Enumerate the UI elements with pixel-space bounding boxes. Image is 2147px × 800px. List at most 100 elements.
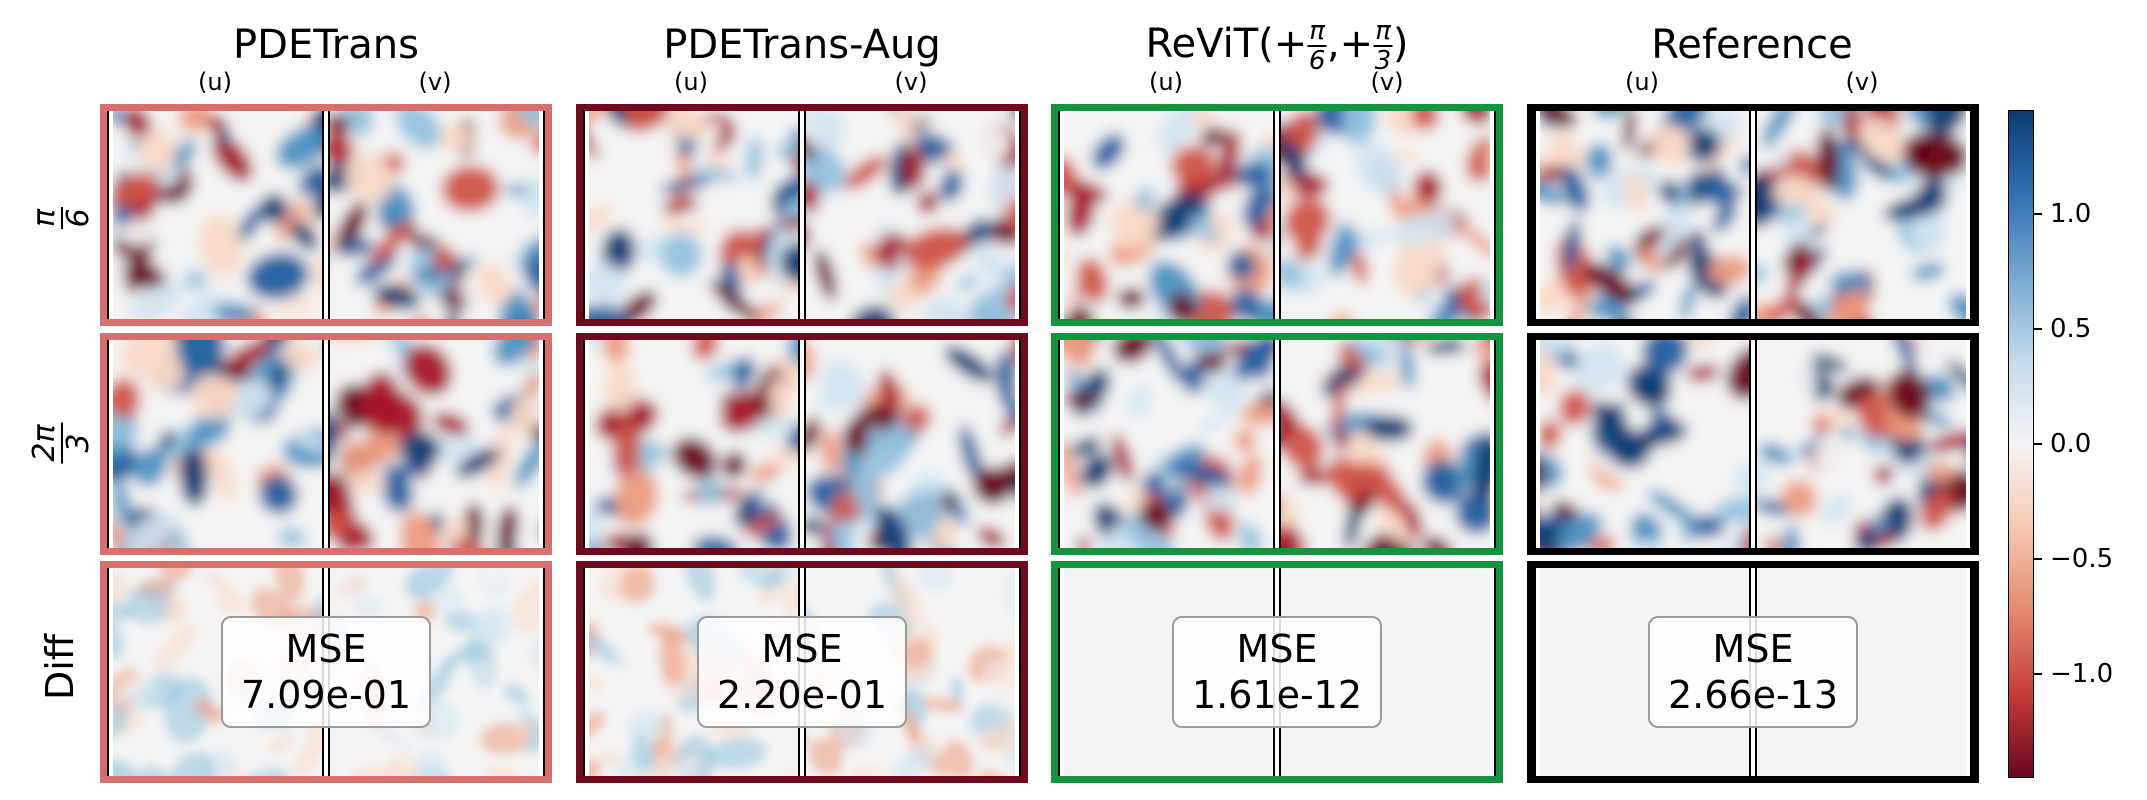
- field-panel-col2-row2: [576, 333, 1028, 555]
- row-label-2pi-over-3: 2π 3: [27, 422, 96, 464]
- panel-edge-right: [1490, 111, 1496, 319]
- field-panel-col1-row2: [100, 333, 552, 555]
- field-panel-col3-row1: [1051, 104, 1503, 326]
- mse-label: MSE: [1236, 627, 1318, 671]
- field-panel-col3-row2: [1051, 333, 1503, 555]
- uv-divider: [1273, 340, 1281, 548]
- panel-edge-left: [1058, 568, 1064, 776]
- panel-edge-right: [1015, 568, 1021, 776]
- field-panel-col4-row2: [1527, 333, 1979, 555]
- field-v-image: [326, 111, 545, 319]
- mse-box: MSE 7.09e-01: [221, 616, 431, 728]
- field-v-image: [1753, 340, 1972, 548]
- column-title-revit: ReViT(+ π 6 ,+ π 3): [1145, 16, 1409, 76]
- colorbar-tick: [2034, 673, 2042, 676]
- field-u-image: [107, 111, 326, 319]
- mse-label: MSE: [285, 627, 367, 671]
- panel-edge-right: [1490, 340, 1496, 548]
- field-u-image: [107, 340, 326, 548]
- panel-edge-left: [1534, 340, 1540, 548]
- mse-box: MSE 1.61e-12: [1172, 616, 1382, 728]
- panel-edge-left: [583, 340, 589, 548]
- panel-edge-right: [1966, 568, 1972, 776]
- uv-divider: [798, 340, 806, 548]
- colorbar-tick: [2034, 212, 2042, 215]
- panel-edge-left: [1058, 111, 1064, 319]
- panel-edge-left: [107, 568, 113, 776]
- field-panel-col4-row1: [1527, 104, 1979, 326]
- mse-box: MSE 2.20e-01: [697, 616, 907, 728]
- colorbar-tick-label: 0.0: [2050, 429, 2092, 459]
- mse-value: 2.20e-01: [716, 673, 888, 717]
- field-v-image: [326, 340, 545, 548]
- mse-value: 1.61e-12: [1191, 673, 1363, 717]
- panel-edge-left: [107, 340, 113, 548]
- u-label: (u): [1149, 68, 1183, 96]
- colorbar-tick: [2034, 558, 2042, 561]
- field-u-image: [1534, 111, 1753, 319]
- panel-edge-right: [1966, 111, 1972, 319]
- colorbar-tick: [2034, 327, 2042, 330]
- field-panel-col1-row3: MSE 7.09e-01: [100, 561, 552, 783]
- panel-edge-right: [539, 568, 545, 776]
- panel-edge-left: [1534, 568, 1540, 776]
- colorbar-tick-label: 0.5: [2050, 313, 2092, 344]
- field-u-image: [1058, 111, 1277, 319]
- mse-box: MSE 2.66e-13: [1648, 616, 1858, 728]
- column-title-reference: Reference: [1651, 22, 1853, 68]
- row-label-diff: Diff: [38, 634, 82, 700]
- u-label: (u): [1625, 68, 1659, 96]
- field-panel-col1-row1: [100, 104, 552, 326]
- uv-divider: [322, 111, 330, 319]
- v-label: (v): [1370, 68, 1404, 96]
- field-u-image: [1534, 340, 1753, 548]
- field-panel-col2-row3: MSE 2.20e-01: [576, 561, 1028, 783]
- u-label: (u): [198, 68, 232, 96]
- mse-label: MSE: [761, 627, 843, 671]
- panel-edge-right: [1966, 340, 1972, 548]
- uv-divider: [322, 340, 330, 548]
- uv-divider: [1749, 111, 1757, 319]
- panel-edge-left: [107, 111, 113, 319]
- panel-edge-right: [1015, 340, 1021, 548]
- field-v-image: [802, 340, 1021, 548]
- field-v-image: [1277, 111, 1496, 319]
- uv-divider: [798, 111, 806, 319]
- panel-edge-left: [1534, 111, 1540, 319]
- field-panel-col2-row1: [576, 104, 1028, 326]
- colorbar-tick-label: 1.0: [2050, 198, 2092, 229]
- colorbar-tick: [2034, 443, 2042, 445]
- uv-divider: [1749, 340, 1757, 548]
- colorbar-tick-label: −1.0: [2050, 659, 2114, 690]
- panel-edge-left: [1058, 340, 1064, 548]
- v-label: (v): [1845, 68, 1879, 96]
- v-label: (v): [418, 68, 452, 96]
- panel-edge-right: [539, 340, 545, 548]
- panel-edge-right: [539, 111, 545, 319]
- v-label: (v): [894, 68, 928, 96]
- uv-divider: [1273, 111, 1281, 319]
- panel-edge-left: [583, 568, 589, 776]
- mse-value: 2.66e-13: [1667, 673, 1839, 717]
- field-u-image: [1058, 340, 1277, 548]
- column-title-pdetrans: PDETrans: [233, 22, 419, 68]
- field-v-image: [1277, 340, 1496, 548]
- mse-label: MSE: [1712, 627, 1794, 671]
- field-panel-col3-row3: MSE 1.61e-12: [1051, 561, 1503, 783]
- column-title-pdetrans-aug: PDETrans-Aug: [663, 22, 941, 68]
- panel-edge-right: [1490, 568, 1496, 776]
- colorbar-tick-label: −0.5: [2050, 544, 2114, 575]
- field-v-image: [802, 111, 1021, 319]
- field-panel-col4-row3: MSE 2.66e-13: [1527, 561, 1979, 783]
- u-label: (u): [674, 68, 708, 96]
- field-u-image: [583, 111, 802, 319]
- field-u-image: [583, 340, 802, 548]
- panel-edge-right: [1015, 111, 1021, 319]
- mse-value: 7.09e-01: [240, 673, 412, 717]
- panel-edge-left: [583, 111, 589, 319]
- field-v-image: [1753, 111, 1972, 319]
- colorbar: [2008, 110, 2034, 778]
